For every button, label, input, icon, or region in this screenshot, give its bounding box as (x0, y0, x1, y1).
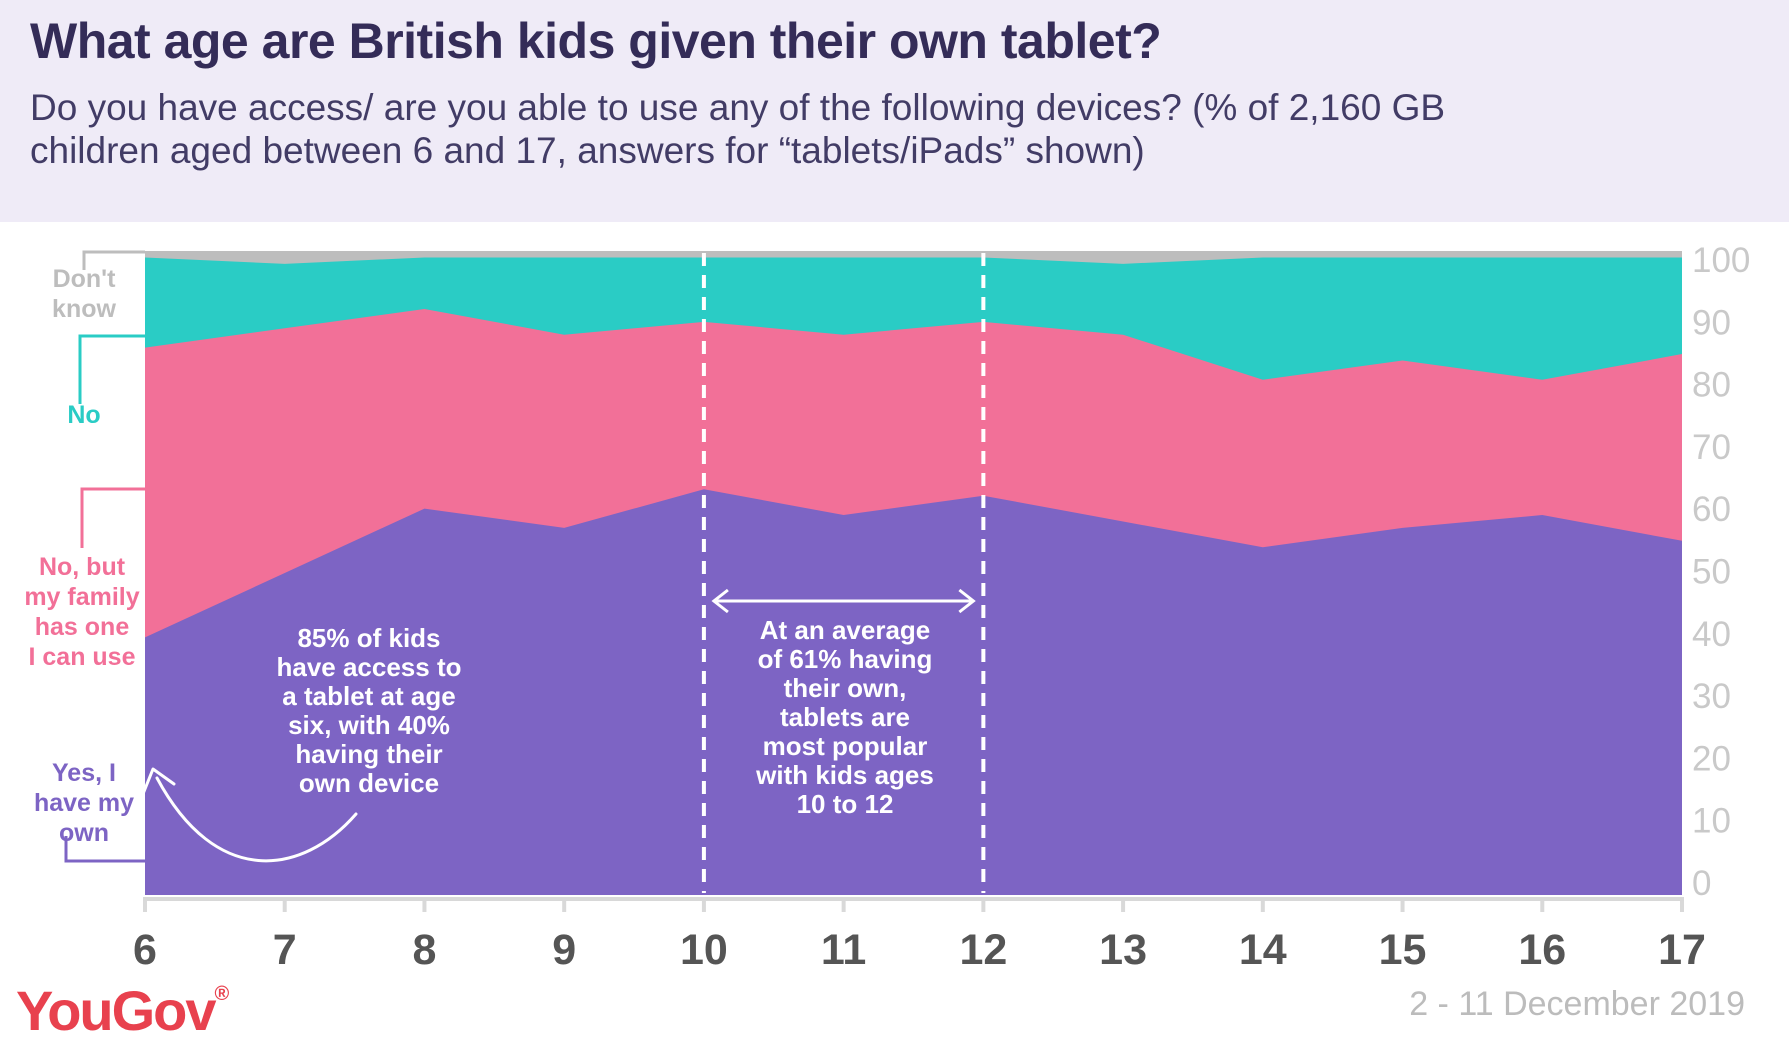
x-axis-label: 12 (959, 926, 1007, 974)
bracket-family (80, 487, 145, 548)
y-axis-label: 20 (1692, 739, 1731, 778)
bracket-dont-know (82, 250, 145, 270)
x-axis-label: 7 (273, 926, 297, 974)
x-axis-tick (282, 901, 287, 912)
yougov-logo-text: YouGov (16, 979, 217, 1042)
page-title: What age are British kids given their ow… (30, 13, 1162, 69)
x-axis-line (143, 897, 1684, 901)
range-arrow-left-head (711, 588, 729, 614)
x-axis-label: 11 (821, 926, 866, 974)
area-own (145, 489, 1682, 895)
annotation-average-10-12: At an average of 61% having their own, t… (756, 615, 934, 819)
fieldwork-date: 2 - 11 December 2019 (1409, 985, 1745, 1023)
yougov-logo: YouGov® (16, 978, 229, 1043)
header-band: What age are British kids given their ow… (0, 0, 1789, 222)
x-axis-tick (1540, 901, 1545, 912)
y-axis-label: 80 (1692, 366, 1731, 405)
curved-callout-arrow (155, 776, 358, 863)
y-axis-label: 0 (1692, 864, 1711, 903)
x-axis-label: 16 (1518, 926, 1566, 974)
x-axis-label: 14 (1239, 926, 1287, 974)
registered-mark: ® (214, 983, 230, 1005)
bracket-own (64, 836, 145, 863)
x-axis-tick (422, 901, 427, 912)
y-axis-label: 10 (1692, 802, 1731, 841)
x-axis-tick (701, 901, 706, 912)
x-axis-tick (143, 901, 147, 912)
y-axis-label: 40 (1692, 615, 1731, 654)
legend-label-dont-know: Don't know (52, 265, 116, 323)
legend-label-have-my-own: Yes, I have my own (33, 759, 135, 847)
x-axis-tick (1400, 901, 1405, 912)
y-axis-label: 60 (1692, 490, 1731, 529)
x-axis-tick (981, 901, 986, 912)
curved-callout-arrow-head (141, 767, 176, 796)
page-subtitle: Do you have access/ are you able to use … (30, 87, 1446, 171)
legend-label-family-has-one: No, but my family has one I can use (24, 553, 140, 671)
annotation-age-six: 85% of kids have access to a tablet at a… (276, 623, 462, 798)
y-axis-label: 50 (1692, 553, 1731, 592)
y-axis-label: 70 (1692, 428, 1731, 467)
x-axis-tick (1121, 901, 1126, 912)
x-axis-tick (1680, 901, 1684, 912)
x-axis-label: 10 (680, 926, 728, 974)
bracket-no (78, 334, 145, 404)
x-axis-tick (562, 901, 567, 912)
x-axis-tick (1260, 901, 1265, 912)
y-axis-label: 30 (1692, 677, 1731, 716)
y-axis-label: 90 (1692, 303, 1731, 342)
x-axis-label: 15 (1379, 926, 1427, 974)
x-axis-tick (841, 901, 846, 912)
x-axis-label: 9 (552, 926, 576, 974)
x-axis-label: 8 (412, 926, 436, 974)
legend-label-no: No (67, 401, 101, 429)
x-axis-label: 6 (133, 926, 157, 974)
y-axis-label: 100 (1692, 241, 1750, 280)
x-axis-label: 13 (1099, 926, 1147, 974)
range-arrow-right-head (958, 588, 976, 614)
x-axis-label: 17 (1658, 926, 1706, 974)
